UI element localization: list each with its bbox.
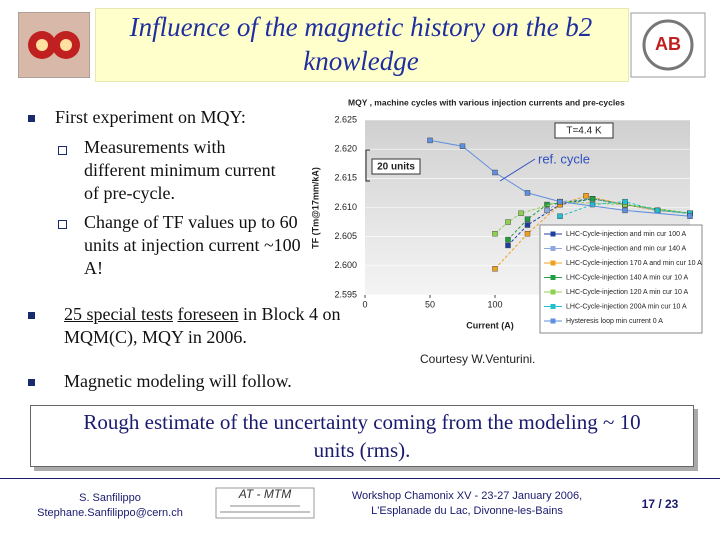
y-tick-label: 2.615 — [334, 173, 357, 183]
y-tick-label: 2.625 — [334, 114, 357, 124]
legend-label: LHC-Cycle-injection 200A min cur 10 A — [566, 303, 687, 310]
chart-title: MQY , machine cycles with various inject… — [348, 97, 625, 107]
legend-marker — [550, 260, 556, 266]
bracket — [365, 149, 370, 182]
footer-email: Stephane.Sanfilippo@cern.ch — [37, 507, 183, 519]
data-point — [505, 236, 511, 243]
legend-marker — [550, 318, 556, 324]
footer-author: S. Sanfilippo — [79, 492, 141, 504]
footer-event: Workshop Chamonix XV - 23-27 January 200… — [351, 490, 583, 502]
legend-marker — [550, 275, 556, 280]
data-point — [492, 231, 498, 237]
y-tick-label: 2.620 — [334, 144, 357, 154]
y-axis-title: TF (Tm@17mm/kA) — [310, 167, 320, 249]
data-point — [687, 213, 693, 219]
footer-venue: L'Esplanade du Lac, Divonne-les-Bains — [371, 505, 563, 517]
data-point — [557, 198, 563, 205]
x-axis-title: Current (A) — [466, 320, 514, 330]
data-point — [524, 190, 531, 196]
data-point — [492, 169, 498, 176]
courtesy: Courtesy W.Venturini. — [420, 352, 536, 366]
sub-bullet — [58, 146, 67, 155]
legend-label: LHC-Cycle-injection and min cur 140 A — [566, 245, 687, 252]
group-text: AT - MTM — [238, 487, 291, 501]
data-point — [622, 198, 628, 205]
data-point — [589, 196, 596, 202]
chart: MQY , machine cycles with various inject… — [310, 97, 703, 334]
data-point — [654, 207, 661, 214]
y-tick-label: 2.595 — [334, 289, 357, 299]
y-tick-label: 2.600 — [334, 260, 357, 270]
annotation: ref. cycle — [538, 151, 590, 166]
logo-text: AB — [655, 34, 681, 54]
data-point — [505, 242, 511, 249]
legend-marker — [550, 304, 556, 309]
box-text: Rough estimate of the uncertainty coming… — [83, 410, 641, 462]
data-point — [427, 137, 433, 144]
y-tick-label: 2.610 — [334, 202, 357, 212]
bullet-text: 25 special tests foreseen in Block 4 on … — [64, 303, 364, 349]
legend-marker — [550, 246, 556, 251]
text: in Block 4 on MQM(C), MQY in 2006. — [64, 304, 341, 347]
footer-rule — [0, 478, 720, 479]
legend-marker — [550, 289, 556, 295]
group-logo: AT - MTM — [215, 487, 315, 519]
data-point — [524, 222, 531, 228]
bullet-text: First experiment on MQY: — [55, 107, 246, 127]
data-point — [557, 213, 563, 219]
bullet-text: Magnetic modeling will follow. — [64, 371, 292, 391]
annotation-box — [371, 158, 421, 175]
text-underlined: 25 special tests — [64, 304, 173, 324]
data-point — [589, 201, 596, 208]
bullet — [28, 379, 35, 386]
bullet — [28, 312, 35, 319]
data-point — [492, 266, 498, 272]
legend-box — [539, 224, 703, 334]
data-point — [459, 143, 466, 149]
data-point — [518, 210, 524, 217]
title-box — [95, 8, 629, 82]
sub-bullet — [58, 220, 67, 229]
data-point — [622, 207, 628, 214]
highlight-box: Rough estimate of the uncertainty coming… — [30, 405, 694, 467]
x-tick-label: 50 — [425, 299, 435, 309]
sub-bullet-text: Change of TF values up to 60 units at in… — [84, 212, 301, 278]
annotation-box — [554, 122, 614, 139]
sub-bullet-text: Measurements with different minimum curr… — [84, 137, 276, 203]
legend-label: LHC-Cycle-injection and min cur 100 A — [566, 231, 687, 238]
page-number: 17 / 23 — [641, 497, 679, 511]
annotation: 20 units — [377, 162, 415, 173]
series-line — [507, 198, 691, 240]
legend-marker — [550, 231, 556, 237]
x-tick-label: 100 — [487, 299, 502, 309]
data-point — [524, 216, 531, 222]
logo-left — [18, 12, 90, 78]
data-point — [505, 219, 511, 225]
logo-right: AB — [630, 12, 706, 78]
legend-label: LHC-Cycle-injection 140 A min cur 10 A — [566, 274, 688, 281]
bullet — [28, 115, 35, 122]
slide-title: Influence of the magnetic history on the… — [129, 12, 593, 76]
legend-label: Hysteresis loop min current 0 A — [566, 318, 663, 325]
data-point — [544, 207, 550, 214]
arrow — [499, 158, 536, 182]
y-tick-label: 2.605 — [334, 231, 357, 241]
annotation: T=4.4 K — [566, 126, 602, 137]
data-point — [524, 231, 531, 237]
text-underlined: foreseen — [177, 304, 239, 324]
data-point — [583, 193, 589, 199]
x-tick-label: 0 — [362, 299, 367, 309]
legend-label: LHC-Cycle-injection 120 A min cur 10 A — [566, 289, 688, 296]
legend-label: LHC-Cycle-injection 170 A and min cur 10… — [566, 260, 702, 267]
